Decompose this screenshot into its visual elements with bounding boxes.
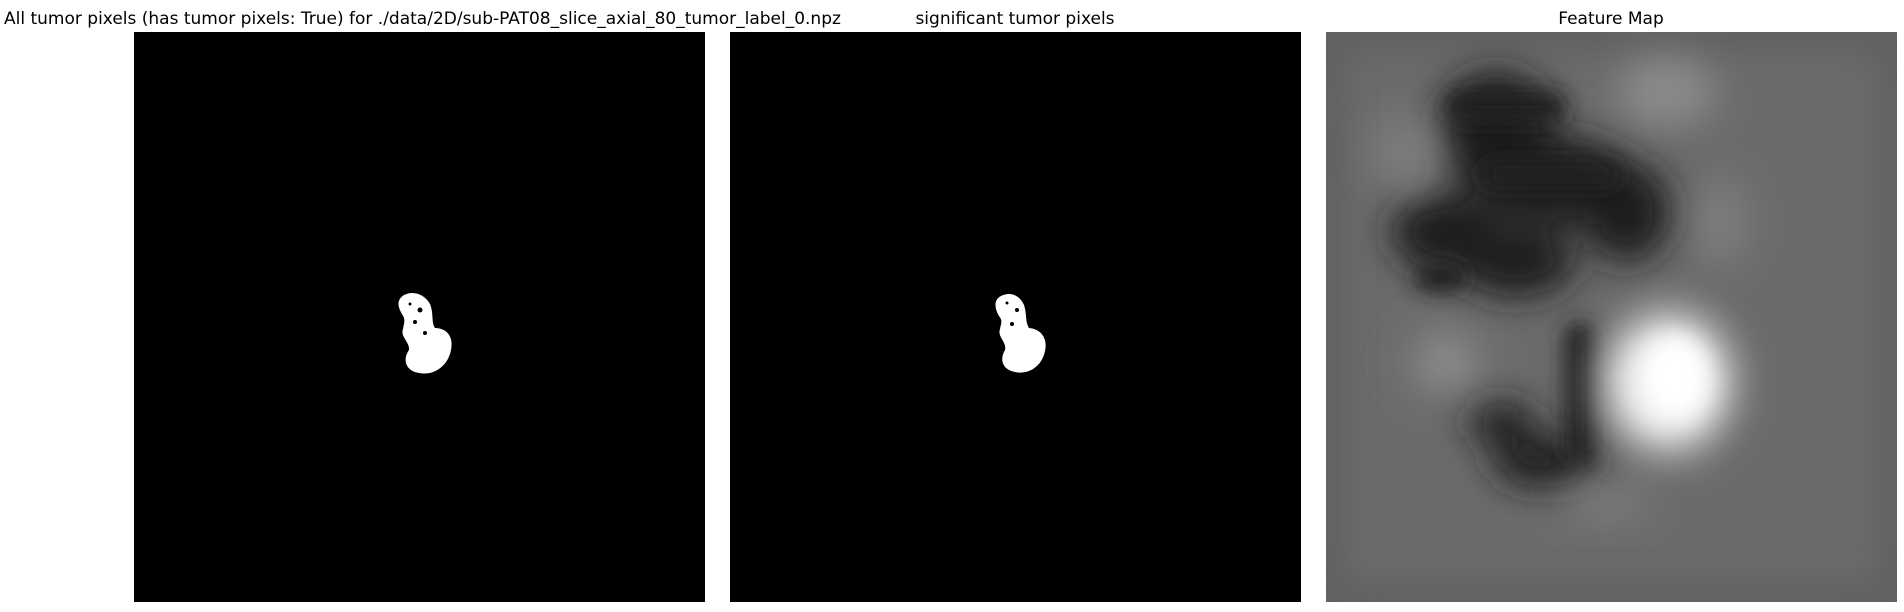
feature-map-panel bbox=[1326, 32, 1897, 602]
tumor-mask-image bbox=[134, 32, 705, 602]
bright-hotspot bbox=[1569, 272, 1769, 492]
panel-2-title: significant tumor pixels bbox=[915, 9, 1115, 29]
panel-1-title: All tumor pixels (has tumor pixels: True… bbox=[4, 9, 841, 29]
feature-map-image bbox=[1326, 32, 1897, 602]
panel-3-title: Feature Map bbox=[1558, 9, 1664, 29]
significant-mask-panel bbox=[730, 32, 1301, 602]
medium-patches bbox=[1371, 57, 1746, 522]
significant-tumor-blob bbox=[995, 294, 1046, 373]
significant-mask-image bbox=[730, 32, 1301, 602]
tumor-mask-panel bbox=[134, 32, 705, 602]
